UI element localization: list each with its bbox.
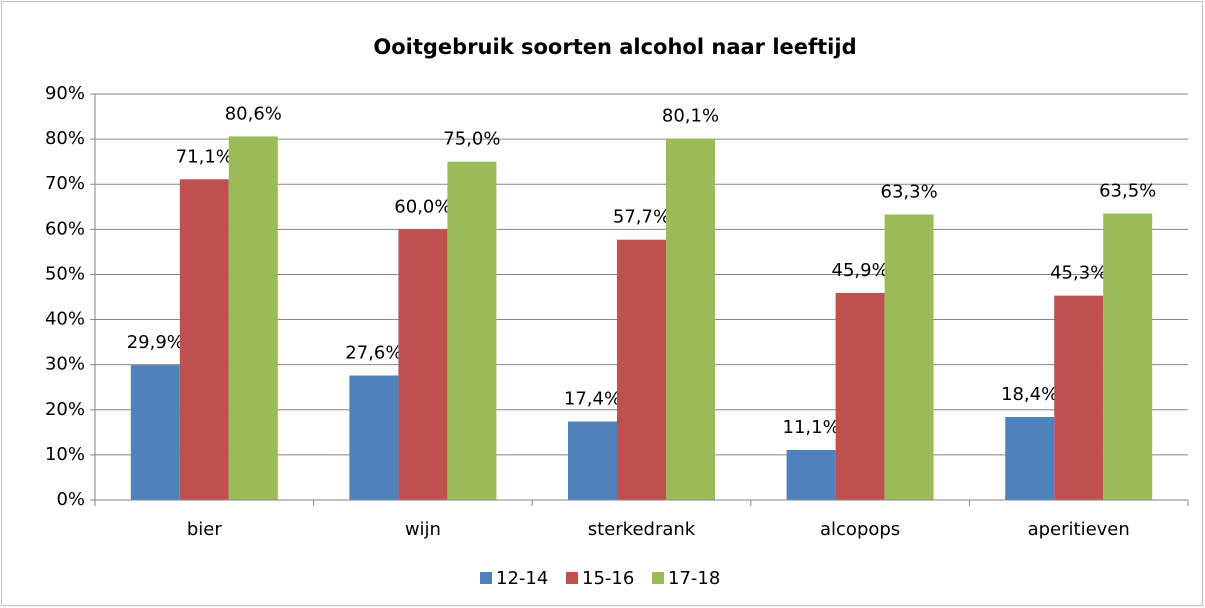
x-tick-label: wijn <box>405 519 441 540</box>
bar <box>130 365 180 500</box>
value-label: 60,0% <box>394 196 451 217</box>
bar <box>179 179 229 500</box>
bar <box>835 292 885 500</box>
value-label: 29,9% <box>127 332 184 353</box>
legend-label: 17-18 <box>668 568 720 589</box>
y-tick-label: 80% <box>45 128 85 149</box>
x-tick-label: sterkedrank <box>588 519 696 540</box>
bar <box>1054 295 1104 500</box>
bar <box>568 421 617 500</box>
x-tick-label: bier <box>187 519 223 540</box>
value-label: 80,1% <box>662 106 719 127</box>
value-label: 45,3% <box>1050 263 1107 284</box>
legend-swatch <box>480 572 492 584</box>
value-label: 17,4% <box>564 389 621 410</box>
bar <box>617 239 666 500</box>
y-tick-label: 10% <box>45 444 85 465</box>
legend-swatch <box>566 572 578 584</box>
y-tick-label: 90% <box>45 83 85 104</box>
value-label: 80,6% <box>225 103 282 124</box>
y-tick-label: 60% <box>45 218 85 239</box>
bar <box>884 214 934 501</box>
value-label: 27,6% <box>345 342 402 363</box>
value-label: 63,3% <box>881 181 938 202</box>
value-label: 18,4% <box>1001 384 1058 405</box>
y-tick-label: 40% <box>45 309 85 330</box>
y-tick-label: 70% <box>45 173 85 194</box>
bar <box>1005 416 1055 500</box>
legend-label: 12-14 <box>496 568 548 589</box>
bar <box>398 229 448 501</box>
value-label: 71,1% <box>176 146 233 167</box>
x-tick-label: aperitieven <box>1028 519 1130 540</box>
bar <box>447 161 497 500</box>
value-label: 11,1% <box>783 417 840 438</box>
y-tick-label: 20% <box>45 399 85 420</box>
legend-swatch <box>652 572 664 584</box>
bar <box>349 375 399 500</box>
y-tick-label: 50% <box>45 263 85 284</box>
y-tick-label: 0% <box>56 489 85 510</box>
legend-label: 15-16 <box>582 568 634 589</box>
x-tick-label: alcopops <box>820 519 900 540</box>
bar <box>666 138 715 500</box>
value-label: 75,0% <box>443 129 500 150</box>
value-label: 45,9% <box>832 260 889 281</box>
bar <box>228 136 278 500</box>
y-tick-label: 30% <box>45 354 85 375</box>
bar <box>786 449 836 500</box>
chart-title: Ooitgebruik soorten alcohol naar leeftij… <box>373 35 856 59</box>
value-label: 63,5% <box>1099 181 1156 202</box>
value-label: 57,7% <box>613 207 670 228</box>
bar <box>1103 213 1153 501</box>
